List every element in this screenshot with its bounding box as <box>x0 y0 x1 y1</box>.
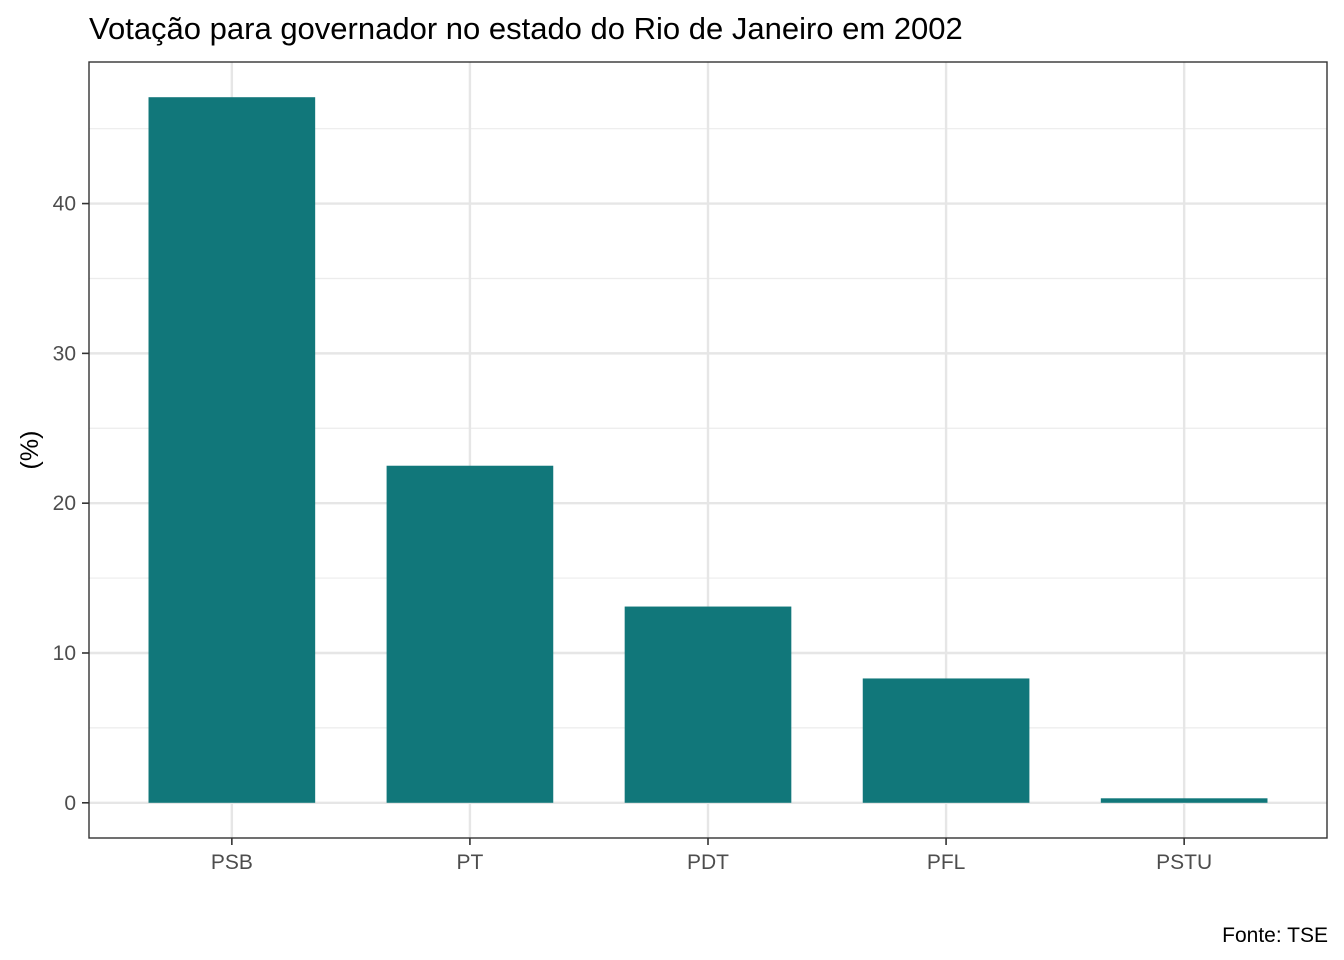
bar-pt <box>386 465 554 803</box>
bar-pfl <box>862 678 1030 803</box>
bar-pstu <box>1100 798 1268 803</box>
y-axis: 0 10 20 30 40 <box>53 193 89 815</box>
y-tick-label: 20 <box>53 492 76 515</box>
bars <box>148 97 1268 803</box>
y-tick-label: 10 <box>53 642 76 665</box>
x-tick-label: PT <box>457 851 484 874</box>
x-tick-label: PSB <box>211 851 253 874</box>
y-tick-label: 30 <box>53 342 76 365</box>
bar-psb <box>148 97 316 803</box>
x-tick-label: PFL <box>927 851 966 874</box>
y-axis-label: (%) <box>16 431 44 470</box>
x-tick-label: PDT <box>687 851 729 874</box>
x-tick-label: PSTU <box>1156 851 1212 874</box>
chart-title: Votação para governador no estado do Rio… <box>89 11 963 46</box>
bar-pdt <box>624 606 792 803</box>
x-axis: PSB PT PDT PFL PSTU <box>211 838 1212 874</box>
y-tick-label: 40 <box>53 193 76 216</box>
caption-source: Fonte: TSE <box>1222 924 1328 947</box>
y-tick-label: 0 <box>64 792 76 815</box>
